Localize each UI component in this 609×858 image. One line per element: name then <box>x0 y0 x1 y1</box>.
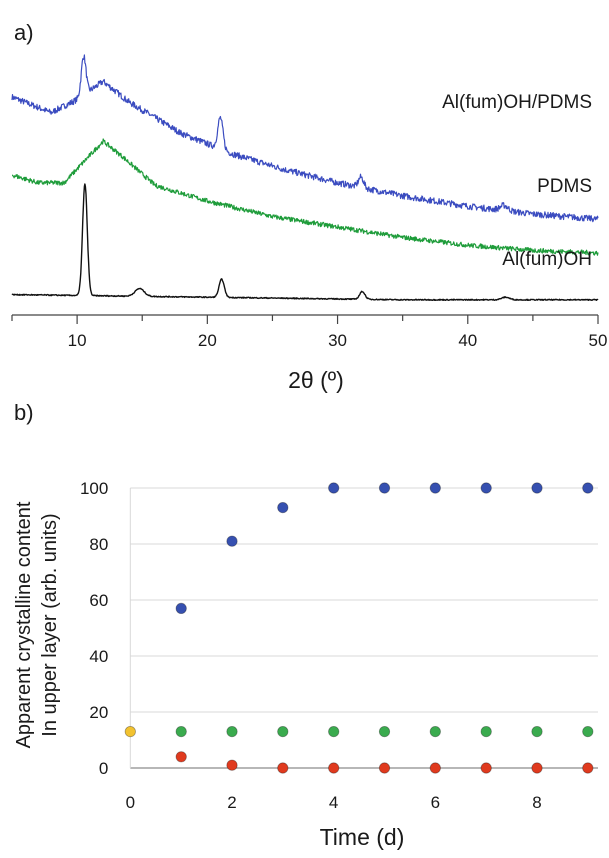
data-point-series-3 <box>480 762 492 774</box>
panel-b-x-axis-title: Time (d) <box>320 824 405 850</box>
data-point-series-1 <box>277 501 289 514</box>
x-tick-label: 0 <box>126 793 135 812</box>
data-point-series-1 <box>531 482 543 494</box>
data-point-series-1 <box>378 482 391 494</box>
x-tick-label: 40 <box>458 331 477 350</box>
data-point-series-2 <box>175 725 187 738</box>
data-point-series-3 <box>175 751 187 763</box>
x-tick-label: 10 <box>68 331 87 350</box>
data-point-series-2 <box>582 725 594 738</box>
x-tick-label: 8 <box>532 793 541 812</box>
data-point-series-1 <box>480 482 492 494</box>
data-point-series-2 <box>277 725 289 738</box>
x-tick-label: 20 <box>198 331 217 350</box>
panel-b-plot: 0 20 40 60 80 100 0 2 4 6 8 <box>80 479 598 812</box>
x-tick-label: 2 <box>227 793 236 812</box>
data-point-series-3 <box>582 762 594 774</box>
y-tick-label: 60 <box>89 591 108 610</box>
y-tick-label: 40 <box>89 647 108 666</box>
series-line-al-fum-oh-pdms <box>11 54 599 223</box>
data-point-series-2 <box>226 725 238 738</box>
series-line-al-fum-oh <box>11 183 599 301</box>
x-tick-label: 30 <box>328 331 347 350</box>
x-tick-label: 50 <box>589 331 608 350</box>
panel-a-label: a) <box>14 20 34 45</box>
series-label-pdms: PDMS <box>537 176 592 197</box>
series-line-pdms <box>11 138 599 256</box>
panel-a-plot: 10 20 30 40 50 Al(fum)OH/PDMS PDMS Al(fum)OH <box>11 54 608 350</box>
data-point-series-3 <box>531 762 543 774</box>
data-point-series-2 <box>328 725 340 738</box>
series-label-al-fum-oh: Al(fum)OH <box>502 249 592 270</box>
data-point-series-3 <box>378 762 391 774</box>
series-label-al-fum-oh-pdms: Al(fum)OH/PDMS <box>442 92 592 113</box>
data-point-series-3 <box>277 762 289 774</box>
y-tick-label: 80 <box>89 535 108 554</box>
panel-b-y-axis-title-line1: Apparent crystalline content <box>13 501 35 748</box>
data-point-series-3 <box>429 762 441 774</box>
y-tick-label: 100 <box>80 479 108 498</box>
y-tick-label: 20 <box>89 703 108 722</box>
data-point-series-2 <box>480 725 492 738</box>
data-point-series-3 <box>226 759 238 771</box>
data-point-series-1 <box>175 602 187 615</box>
data-point-series-1 <box>429 482 441 494</box>
data-point-series-4 <box>124 725 136 738</box>
panel-a-x-axis-title: 2θ (º) <box>288 367 344 393</box>
data-point-series-1 <box>226 535 238 547</box>
data-point-series-2 <box>378 725 391 738</box>
panel-b-y-axis-title-line2: In upper layer (arb. units) <box>39 513 61 736</box>
y-tick-label: 0 <box>99 759 108 778</box>
x-tick-label: 6 <box>431 793 440 812</box>
data-point-series-1 <box>582 482 594 494</box>
data-point-series-3 <box>328 762 340 774</box>
panel-b-label: b) <box>14 400 34 425</box>
x-tick-label: 4 <box>329 793 338 812</box>
data-point-series-2 <box>429 725 441 738</box>
data-point-series-2 <box>531 725 543 738</box>
data-point-series-1 <box>328 482 340 494</box>
